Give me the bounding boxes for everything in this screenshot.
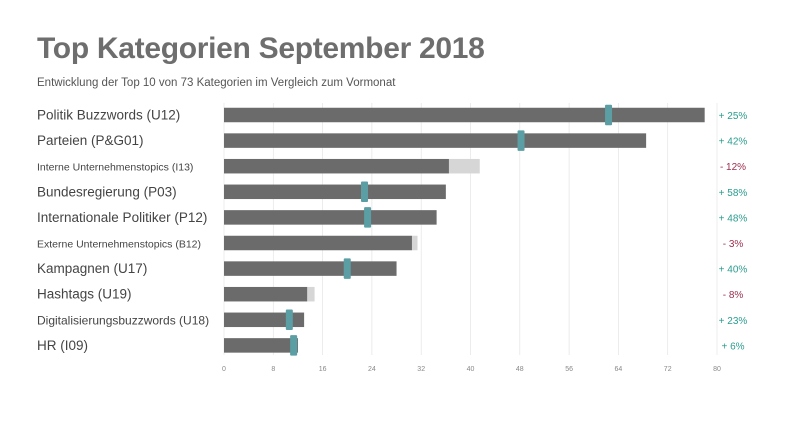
x-tick-label: 72 [664,366,672,373]
x-tick-label: 80 [713,366,721,373]
chart-subtitle: Entwicklung der Top 10 von 73 Kategorien… [37,77,396,89]
current-month-bar [224,210,437,225]
x-tick-label: 64 [615,366,623,373]
x-tick-label: 0 [222,366,226,373]
category-label: Bundesregierung (P03) [37,184,177,199]
previous-month-marker [605,104,613,126]
x-tick-label: 32 [417,366,425,373]
current-month-bar [224,235,412,251]
current-month-bar [224,286,308,302]
category-label: Hashtags (U19) [37,287,132,302]
current-month-bar [224,158,449,174]
previous-month-marker [361,181,369,203]
category-label: Interne Unternehmenstopics (I13) [37,162,193,174]
category-label: HR (I09) [37,338,88,353]
change-label: + 23% [719,316,748,327]
previous-month-bar [448,158,480,174]
previous-month-marker [517,130,525,151]
category-label: Kampagnen (U17) [37,261,147,276]
change-label: - 12% [720,162,746,173]
current-month-bar [224,312,305,328]
current-month-bar [224,261,397,276]
category-label: Internationale Politiker (P12) [37,210,207,225]
previous-month-marker [285,309,293,331]
change-label: + 6% [721,341,744,352]
previous-month-bar [307,286,315,302]
category-labels: Politik Buzzwords (U12) Parteien (P&G01) I… [37,108,209,353]
current-month-bar [224,133,647,148]
change-label: + 58% [719,188,748,199]
category-label: Parteien (P&G01) [37,133,144,148]
x-tick-label: 16 [319,366,327,373]
change-label: + 40% [719,265,748,276]
x-tick-label: 48 [516,366,524,373]
previous-month-marker [343,258,351,279]
change-label: - 3% [723,239,744,250]
previous-month-marker [290,335,298,356]
x-axis-ticks: 0 8 16 24 32 40 48 56 64 72 80 [222,366,721,373]
change-label: + 25% [719,111,748,122]
x-tick-label: 24 [368,366,376,373]
category-label: Politik Buzzwords (U12) [37,108,180,123]
change-label: + 48% [719,213,748,224]
previous-month-marker [364,207,372,228]
change-labels: + 25% + 42% - 12% + 58% + 48% - 3% + 40% - 8% + … [719,111,748,352]
category-label: Digitalisierungsbuzzwords (U18) [37,313,209,327]
current-month-bar [224,184,446,200]
x-tick-label: 40 [467,366,475,373]
category-label: Externe Unternehmenstopics (B12) [37,239,201,251]
previous-month-bar [411,235,418,251]
change-label: - 8% [723,290,744,301]
current-month-bar [224,107,705,123]
bars [224,104,705,356]
x-tick-label: 8 [271,366,275,373]
x-tick-label: 56 [565,366,573,373]
chart-title: Top Kategorien September 2018 [37,32,485,65]
change-label: + 42% [719,137,748,148]
current-month-bar [224,338,298,353]
